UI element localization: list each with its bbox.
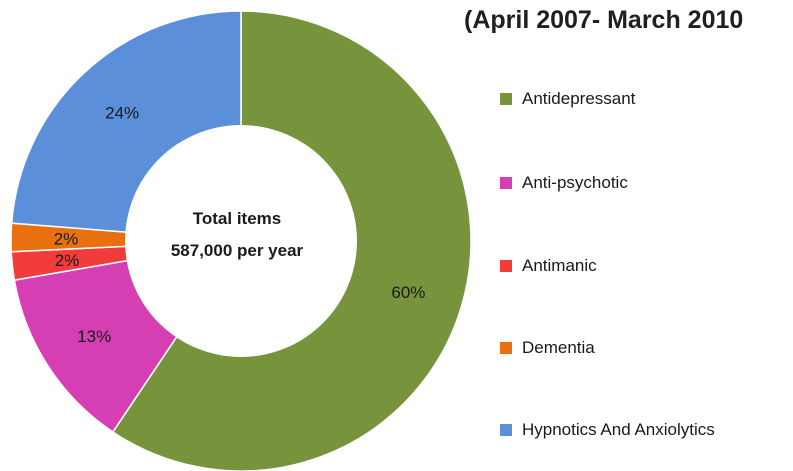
data-label-dementia: 2% [54, 229, 79, 248]
legend-label: Anti-psychotic [522, 173, 628, 192]
center-text-line-2: 587,000 per year [171, 241, 304, 260]
legend-swatch [500, 93, 512, 105]
data-label-hypnotics-and-anxiolytics: 24% [105, 104, 139, 123]
donut-hole [125, 125, 357, 357]
legend-item-dementia: Dementia [500, 338, 595, 358]
center-text-line-1: Total items [193, 209, 281, 228]
data-label-antimanic: 2% [55, 251, 80, 270]
legend-label: Antimanic [522, 256, 597, 275]
legend-label: Dementia [522, 338, 595, 357]
legend-label: Antidepressant [522, 89, 636, 108]
legend-swatch [500, 342, 512, 354]
legend-item-anti-psychotic: Anti-psychotic [500, 173, 628, 193]
legend-item-antidepressant: Antidepressant [500, 89, 635, 109]
legend-item-hypnotics-and-anxiolytics: Hypnotics And Anxiolytics [500, 420, 715, 440]
data-label-anti-psychotic: 13% [77, 327, 111, 346]
legend-swatch [500, 260, 512, 272]
legend-swatch [500, 177, 512, 189]
data-label-antidepressant: 60% [391, 283, 425, 302]
legend-item-antimanic: Antimanic [500, 256, 597, 276]
legend-swatch [500, 424, 512, 436]
chart-title: (April 2007- March 2010 [464, 6, 744, 34]
legend-label: Hypnotics And Anxiolytics [522, 420, 715, 439]
